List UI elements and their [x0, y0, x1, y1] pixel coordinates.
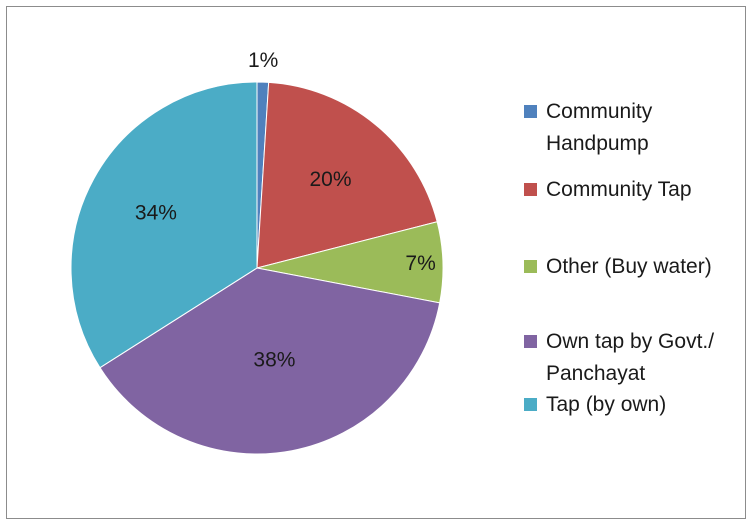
pie-data-label-5: 34% [135, 201, 177, 224]
legend-label-own-tap-govt: Own tap by Govt./ Panchayat [546, 330, 715, 385]
legend-swatch-tap-by-own [524, 398, 537, 411]
legend-label-other-buy-water: Other (Buy water) [546, 255, 712, 278]
pie-slice-5 [70, 81, 258, 369]
legend-swatch-own-tap-govt [524, 335, 537, 348]
legend-label-community-tap: Community Tap [546, 178, 692, 201]
pie-data-label-1: 1% [248, 49, 278, 72]
pie-data-label-4: 38% [253, 348, 295, 371]
legend-swatch-other-buy-water [524, 260, 537, 273]
legend-item-other-buy-water: Other (Buy water) [524, 251, 712, 283]
legend-swatch-community-handpump [524, 105, 537, 118]
legend-swatch-community-tap [524, 183, 537, 196]
legend-item-tap-by-own: Tap (by own) [524, 389, 666, 421]
legend-label-tap-by-own: Tap (by own) [546, 393, 667, 416]
legend-item-community-handpump: Community Handpump [524, 96, 754, 160]
legend-label-community-handpump: Community Handpump [546, 100, 653, 155]
legend-item-own-tap-govt: Own tap by Govt./ Panchayat [524, 326, 714, 390]
pie-data-label-3: 7% [405, 252, 435, 275]
legend-item-community-tap: Community Tap [524, 174, 692, 206]
pie-slice-2 [256, 81, 438, 269]
pie-data-label-2: 20% [309, 168, 351, 191]
pie-slice-4 [99, 267, 441, 455]
